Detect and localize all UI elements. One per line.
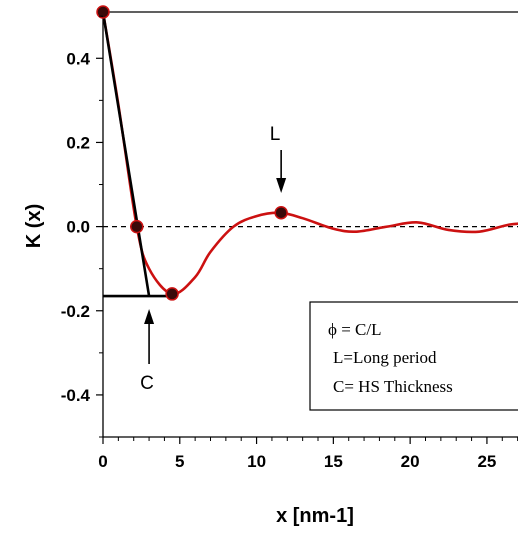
- y-axis-title: K (x): [23, 204, 45, 248]
- tangent-line: [101, 11, 151, 297]
- y-tick-label: 0.4: [66, 49, 90, 68]
- arrow-L-head: [276, 178, 287, 193]
- x-tick-label: 5: [175, 452, 184, 471]
- legend-box: ϕ = C/L L=Long period C= HS Thickness: [309, 301, 518, 411]
- plot-area: [102, 11, 518, 438]
- annotation-C: C: [140, 373, 154, 394]
- x-tick-label: 20: [401, 452, 420, 471]
- x-tick-label: 25: [477, 452, 496, 471]
- arrow-C-head: [144, 309, 155, 324]
- data-point-marker: [130, 219, 144, 234]
- annotation-L: L: [270, 124, 281, 145]
- y-tick-label: -0.2: [61, 302, 90, 321]
- x-tick-label: 15: [324, 452, 343, 471]
- legend-line-hs-thickness: C= HS Thickness: [333, 377, 453, 396]
- legend-line-long-period: L=Long period: [333, 348, 437, 367]
- chart-marks: [96, 5, 518, 364]
- data-point-marker: [274, 205, 288, 220]
- y-tick-label: 0.0: [66, 218, 90, 237]
- data-point-marker: [165, 287, 179, 301]
- x-tick-label: 10: [247, 452, 266, 471]
- series-line: [101, 11, 518, 296]
- y-tick-label: 0.2: [66, 133, 90, 152]
- legend-line-phi: ϕ = C/L: [328, 320, 381, 339]
- x-tick-label: 0: [98, 452, 107, 471]
- data-point-marker: [96, 5, 110, 19]
- axis-ticks: 0 5 10 15 20 25 0.4 0.2 0.0 -0.2 -0.4: [61, 15, 518, 471]
- y-tick-label: -0.4: [61, 386, 91, 405]
- x-axis-title: x [nm-1]: [276, 505, 354, 527]
